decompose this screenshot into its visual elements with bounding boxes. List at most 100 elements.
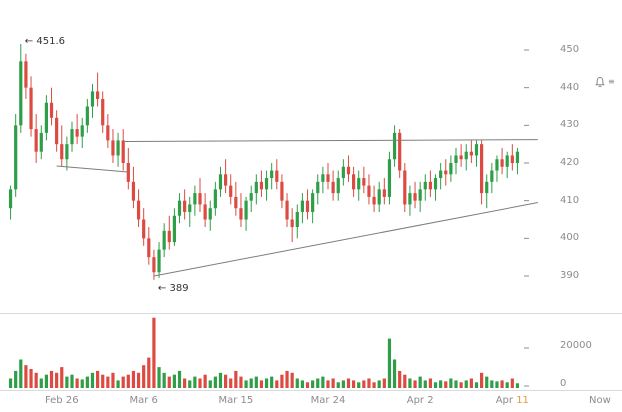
axis-menu-icon[interactable]: ≡ [608, 77, 615, 86]
volume-bar [55, 372, 59, 388]
candle-body [60, 144, 64, 160]
volume-bar [29, 369, 33, 388]
candle-body [433, 178, 438, 190]
now-label[interactable]: Now [589, 395, 611, 406]
volume-bar [515, 383, 520, 388]
volume-bar [65, 376, 69, 388]
candle-body [449, 163, 453, 175]
volume-bar [454, 380, 458, 388]
candle-body [172, 215, 176, 243]
trendline[interactable] [123, 139, 538, 143]
volume-bar [208, 380, 212, 388]
volume-bar [157, 367, 161, 388]
alert-controls: ≡ [594, 76, 615, 88]
candle-body [372, 196, 376, 205]
candle-body [321, 174, 325, 182]
volume-bar [270, 376, 274, 388]
candle-body [290, 219, 294, 228]
candle-body [96, 91, 100, 99]
volume-bar [510, 378, 514, 388]
candle-body [392, 132, 397, 160]
candle-body [157, 249, 161, 273]
volume-bar [188, 380, 192, 388]
candle-body [111, 140, 115, 156]
volume-bar [377, 380, 381, 388]
volume-bar [49, 370, 54, 388]
candle-body [270, 170, 274, 179]
high-price-annotation: ← 451.6 [24, 35, 65, 47]
candle-body [352, 174, 356, 190]
volume-bar [14, 370, 18, 388]
candle-body [85, 106, 89, 126]
candle-body [490, 170, 494, 182]
candle-body [34, 129, 38, 152]
volume-bar [464, 380, 468, 388]
volume-bar [80, 379, 84, 388]
candle-body [65, 144, 69, 160]
candle-body [362, 178, 366, 186]
candle-body [428, 181, 432, 190]
volume-bar [316, 378, 320, 388]
candle-body [106, 125, 110, 141]
volume-bar [167, 376, 171, 388]
volume-bar [449, 378, 453, 388]
candle-body [331, 181, 335, 194]
candle-body [44, 102, 48, 133]
candle-body [505, 155, 509, 167]
volume-bar [224, 374, 228, 388]
volume-bar [392, 359, 397, 388]
volume-bar [290, 372, 294, 388]
volume-bar [403, 374, 407, 388]
volume-bar [24, 365, 28, 388]
volume-bar [116, 380, 120, 388]
candle-body [454, 155, 458, 163]
candle-body [515, 151, 520, 163]
trendline[interactable] [153, 202, 539, 277]
volume-bar [142, 365, 146, 388]
alert-bell-icon[interactable] [594, 76, 606, 88]
price-tick-label: 400 [560, 232, 580, 244]
trendline[interactable] [56, 165, 129, 173]
candle-body [29, 87, 33, 130]
candle-body [357, 178, 361, 190]
volume-bar [121, 376, 125, 388]
volume-bar [111, 372, 115, 388]
volume-bar [8, 378, 13, 388]
candle-body [239, 208, 243, 220]
volume-bar [300, 380, 304, 388]
candle-body [495, 159, 499, 171]
volume-bar [244, 380, 248, 388]
volume-bar [44, 374, 48, 388]
price-tick-label: 390 [560, 270, 580, 281]
volume-bar [413, 380, 417, 388]
volume-bar [85, 376, 89, 388]
volume-bar [305, 382, 310, 388]
candle-body [459, 155, 463, 160]
candle-body [336, 178, 340, 194]
candle-body [480, 144, 484, 194]
price-tick-label: 430 [560, 119, 580, 131]
date-tick-label: Mar 15 [218, 395, 254, 406]
volume-bar [485, 376, 489, 388]
candle-body [218, 174, 223, 190]
date-tick-label: Apr 2 [406, 395, 434, 406]
volume-bar [387, 338, 392, 388]
volume-tick-label: 20000 [560, 340, 592, 351]
candle-body [116, 140, 120, 156]
volume-bar [352, 380, 356, 388]
volume-bar [418, 376, 422, 388]
candle-body [55, 117, 59, 145]
price-tick-label: 410 [560, 194, 580, 206]
date-tick-label: Mar 24 [310, 395, 346, 406]
volume-bar [341, 380, 345, 388]
volume-bar [126, 374, 130, 388]
candle-body [19, 61, 23, 126]
candle-body [39, 132, 43, 152]
volume-bar [480, 372, 484, 388]
candle-body [49, 102, 54, 118]
volume-bar [131, 370, 136, 388]
candle-body [198, 193, 202, 205]
volume-bar [193, 376, 197, 388]
candle-body [213, 189, 217, 209]
